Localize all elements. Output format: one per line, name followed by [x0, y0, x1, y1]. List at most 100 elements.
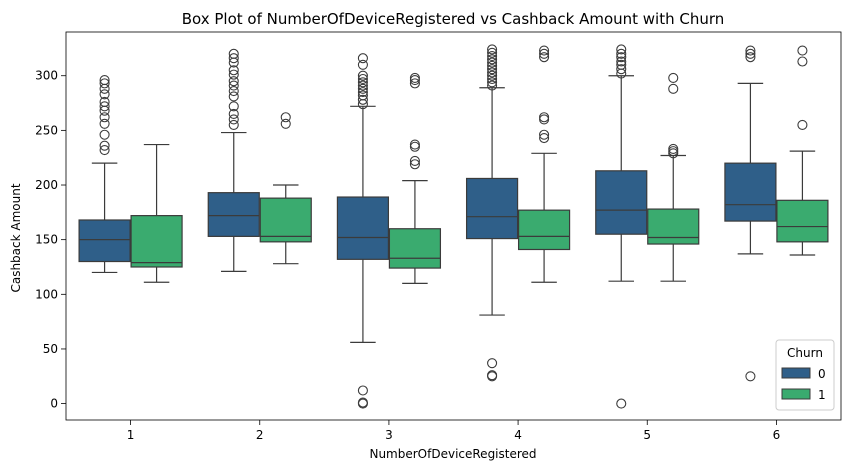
iqr-box [388, 228, 442, 269]
box-series-0-cat-5 [595, 44, 648, 409]
outlier-point [99, 96, 110, 107]
outlier-point [357, 397, 368, 408]
outlier-point [487, 370, 498, 381]
outlier-point [487, 44, 498, 55]
outlier-point [99, 112, 110, 123]
iqr-box [595, 170, 648, 235]
box-series-0-cat-4 [465, 44, 519, 382]
box-series-0-cat-6 [724, 45, 777, 382]
box-series-1-cat-2 [259, 112, 312, 265]
outlier-point [280, 118, 291, 129]
outlier-point [487, 64, 498, 75]
iqr-box [207, 192, 260, 237]
y-tick-label: 200 [35, 178, 58, 192]
outlier-point [99, 75, 110, 86]
outlier-point [357, 80, 368, 91]
outlier-point [357, 385, 368, 396]
outlier-point [487, 70, 498, 81]
legend-title: Churn [787, 346, 823, 360]
outlier-point [228, 76, 239, 87]
box-series-0-cat-3 [336, 53, 390, 409]
outlier-point [668, 72, 679, 83]
outlier-point [487, 50, 498, 62]
outlier-point [539, 52, 550, 63]
outlier-point [357, 70, 368, 81]
outlier-point [357, 59, 368, 70]
outlier-point [668, 143, 679, 154]
outlier-point [616, 52, 627, 63]
outlier-point [228, 69, 239, 80]
outlier-point [228, 108, 239, 120]
outlier-point [409, 72, 420, 83]
y-tick-label: 250 [35, 123, 58, 137]
box-series-1-cat-5 [647, 72, 700, 282]
iqr-box [517, 209, 571, 251]
iqr-box [78, 219, 131, 263]
outlier-point [99, 140, 110, 151]
legend-swatch [781, 388, 811, 400]
outlier-point [745, 45, 756, 56]
x-axis-label: NumberOfDeviceRegistered [369, 447, 536, 461]
outlier-point [357, 53, 368, 64]
outlier-point [616, 48, 627, 59]
outlier-point [487, 67, 498, 78]
outlier-point [99, 118, 110, 129]
outlier-point [539, 112, 550, 123]
outlier-point [409, 139, 420, 150]
y-tick-label: 150 [35, 233, 58, 247]
plot-frame [65, 31, 842, 421]
outlier-point [487, 73, 498, 85]
outlier-point [357, 73, 368, 85]
y-tick-label: 0 [50, 397, 58, 411]
box-series-1-cat-4 [517, 45, 571, 283]
outlier-point [409, 155, 420, 167]
iqr-box [465, 177, 519, 240]
legend: Churn 0 1 [775, 339, 835, 411]
outlier-point [357, 87, 368, 98]
outlier-point [99, 129, 110, 140]
box-series-1-cat-1 [130, 143, 183, 283]
box-series-1-cat-3 [388, 72, 442, 284]
y-axis-label: Cashback Amount [9, 183, 23, 292]
outlier-point [409, 78, 420, 89]
outlier-point [616, 398, 627, 409]
outlier-point [539, 132, 550, 144]
outlier-point [797, 45, 808, 56]
iqr-box [647, 208, 700, 245]
legend-entry-label: 1 [818, 388, 826, 402]
outlier-point [99, 101, 110, 112]
outlier-point [228, 53, 239, 64]
outlier-point [228, 119, 239, 130]
outlier-point [357, 90, 368, 101]
outlier-point [409, 141, 420, 152]
outlier-point [616, 56, 627, 67]
box-series-0-cat-2 [207, 48, 260, 272]
iqr-box [776, 199, 829, 243]
x-tick-label: 4 [514, 428, 522, 442]
plot-area: 0 50 100 150 200 250 300 1 2 3 4 5 6 [35, 31, 842, 442]
outlier-point [228, 80, 239, 91]
y-tick-label: 50 [43, 342, 58, 356]
iqr-box [130, 215, 183, 268]
outlier-point [616, 44, 627, 55]
outlier-point [99, 78, 110, 89]
outlier-point [745, 371, 756, 382]
iqr-box [259, 197, 312, 243]
outlier-point [228, 85, 239, 97]
outlier-point [99, 83, 110, 94]
outlier-point [228, 65, 239, 76]
outlier-point [487, 47, 498, 58]
outlier-point [228, 48, 239, 59]
x-tick-label: 5 [643, 428, 651, 442]
outlier-point [357, 83, 368, 94]
outlier-point [539, 129, 550, 140]
outlier-point [487, 57, 498, 68]
outlier-point [539, 48, 550, 59]
outlier-point [228, 91, 239, 102]
outlier-point [668, 146, 679, 157]
outlier-point [745, 48, 756, 59]
y-tick-label: 300 [35, 69, 58, 83]
y-tick-label: 100 [35, 287, 58, 301]
outlier-point [228, 101, 239, 112]
